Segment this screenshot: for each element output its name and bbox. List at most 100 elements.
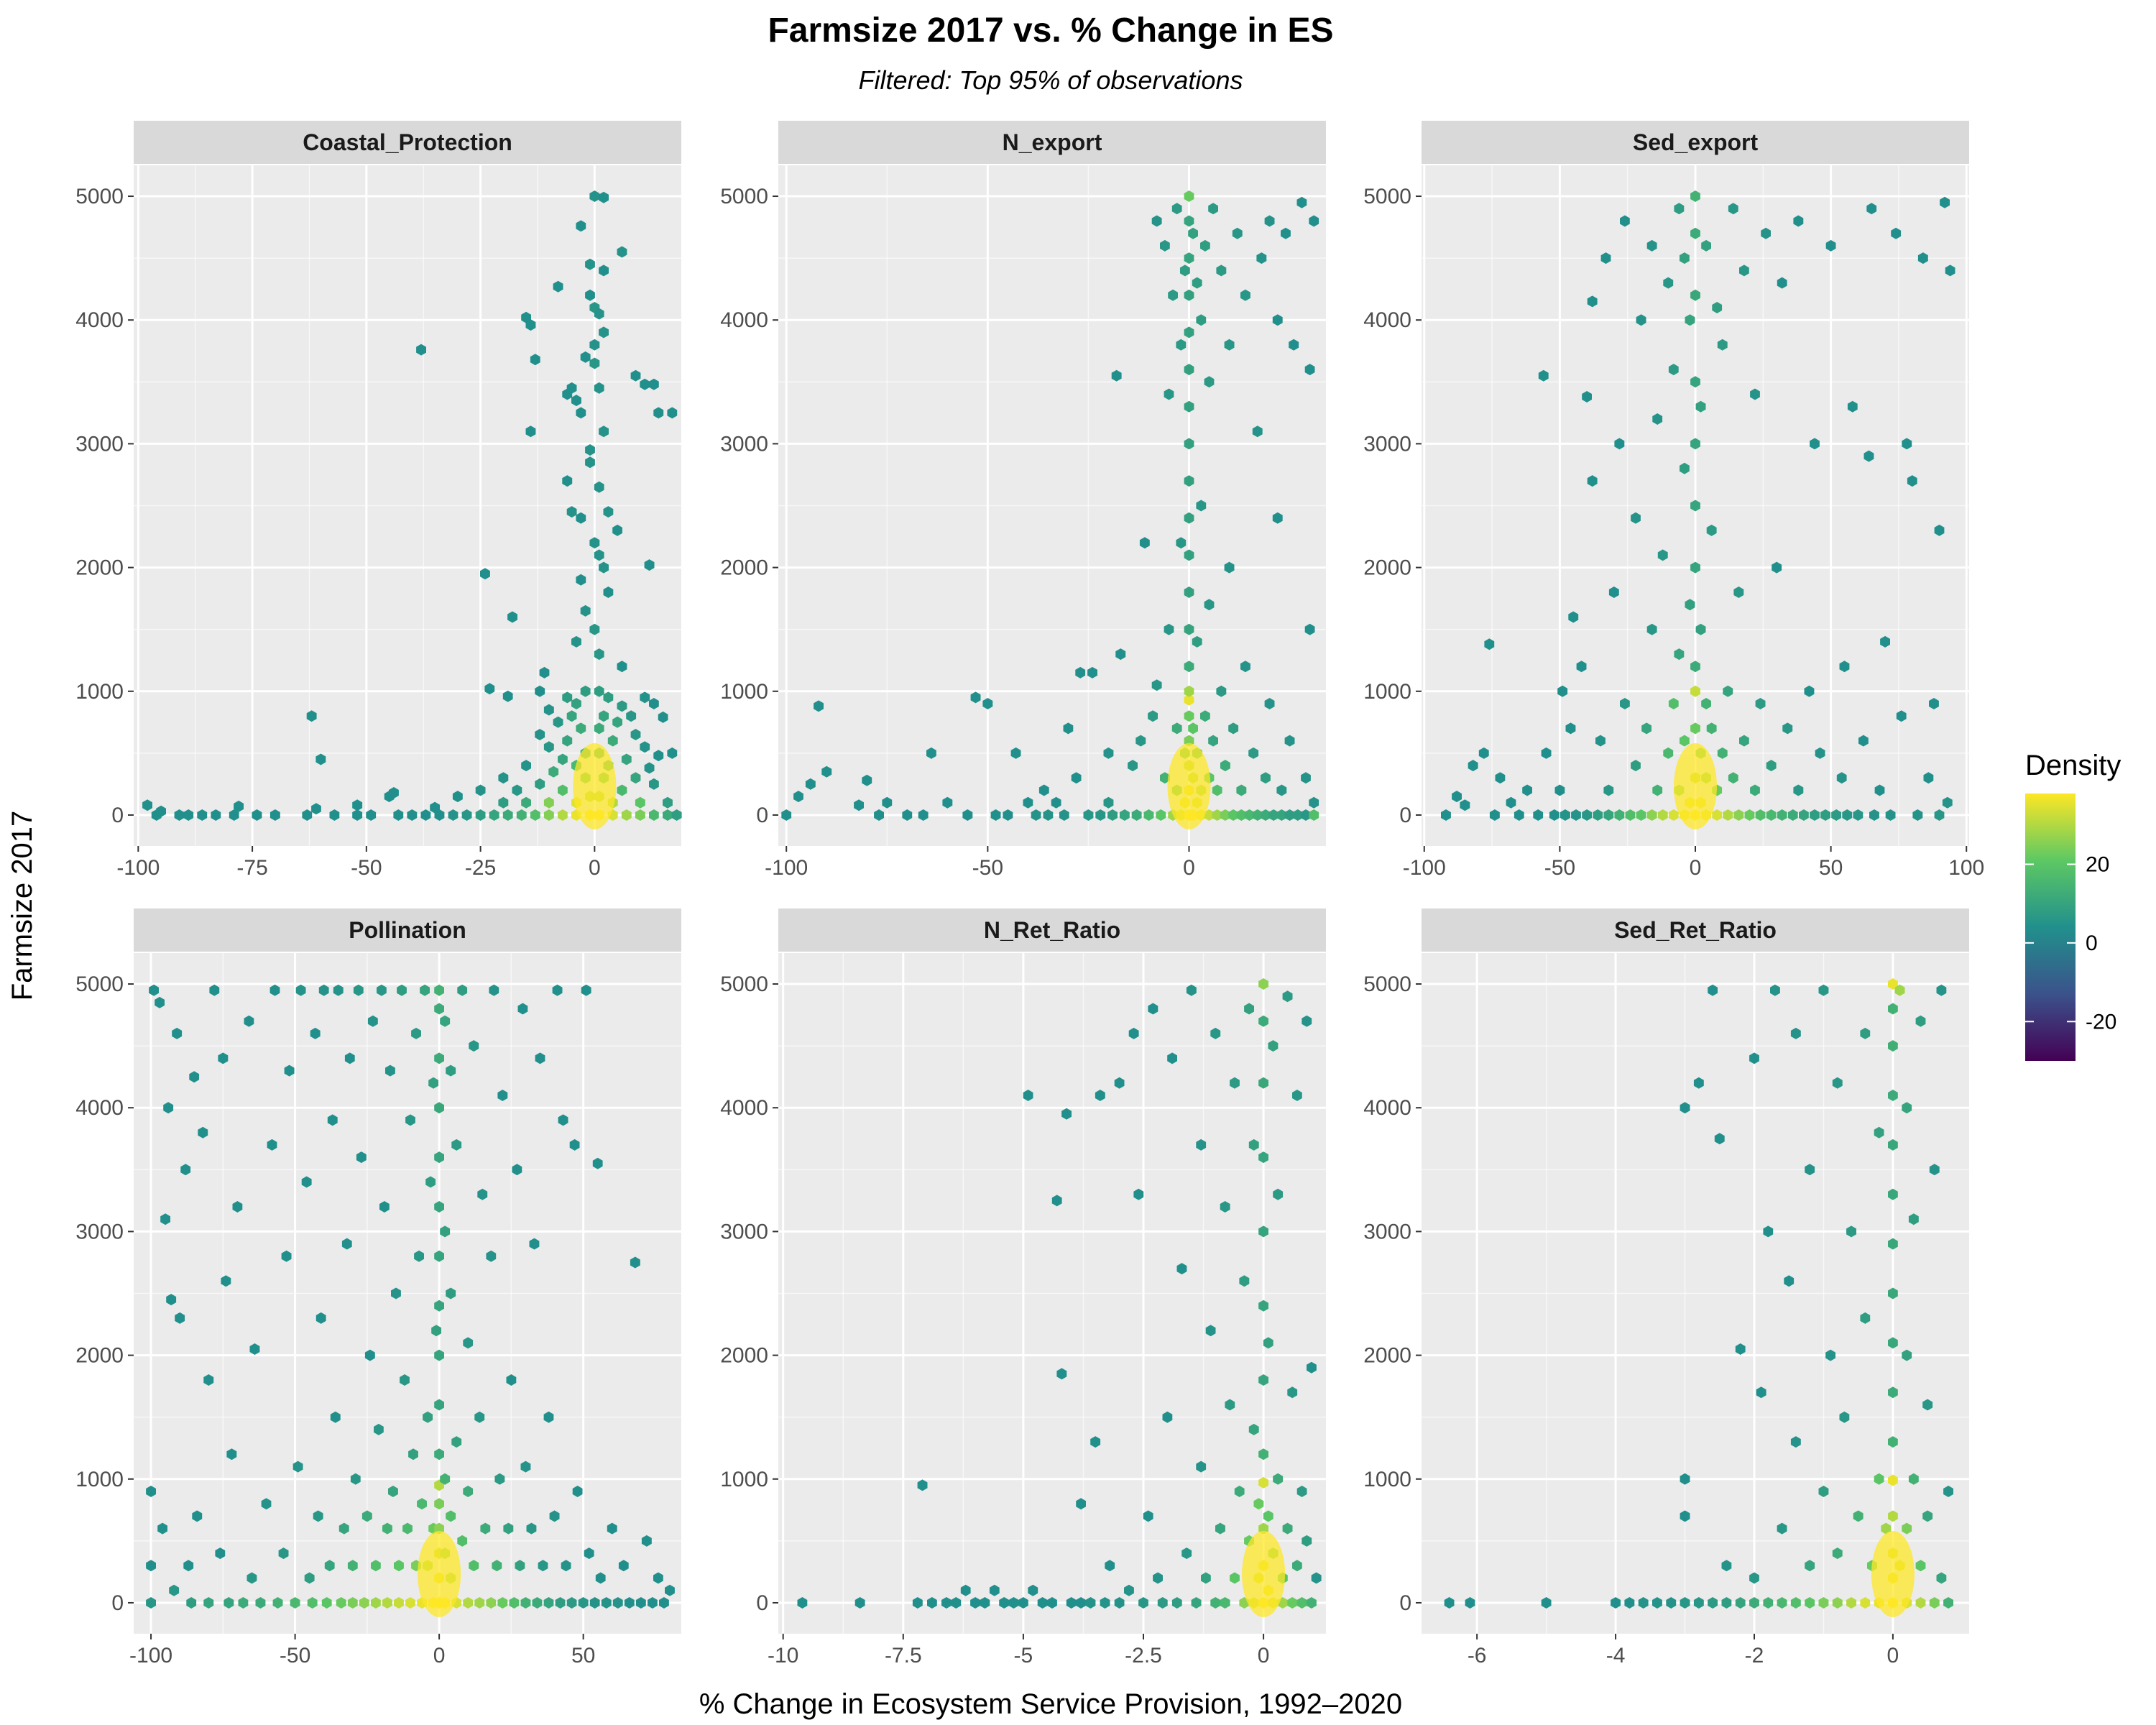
hexbin-cell (1790, 1597, 1801, 1609)
hexbin-cell (146, 1597, 156, 1609)
hexbin-cell (475, 809, 486, 821)
hexbin-cell (1881, 1522, 1892, 1535)
hexbin-cell (321, 1597, 332, 1609)
hexbin-cell (1301, 809, 1311, 821)
hexbin-cell (594, 685, 604, 697)
hexbin-cell (1085, 1597, 1096, 1609)
hexbin-cell (169, 1584, 180, 1596)
hexbin-cell (538, 1560, 548, 1572)
hexbin-cell (1922, 1510, 1933, 1522)
hexbin-cell (649, 378, 659, 390)
hexbin-cell (347, 1560, 358, 1572)
hexbin-cell (821, 765, 832, 778)
hexbin-cell (270, 809, 280, 821)
hexbin-cell (1846, 1597, 1856, 1609)
hexbin-cell (1693, 1077, 1704, 1089)
hexbin-cell (1839, 661, 1850, 673)
hexbin-cell (612, 524, 622, 536)
hexbin-cell (1160, 772, 1170, 784)
hexbin-cell (180, 1164, 191, 1176)
hexbin-cell (1782, 722, 1793, 735)
hexbin-cell (641, 1535, 652, 1547)
hexbin-cell (989, 1584, 1000, 1596)
hexbin-cell (1695, 400, 1706, 413)
hexbin-cell (1652, 1597, 1662, 1609)
hexbin-cell (1095, 1090, 1105, 1101)
hexbin-cell (1587, 475, 1598, 487)
hexbin-cell (1164, 623, 1174, 635)
hexbin-cell (1164, 388, 1174, 400)
hexbin-cell (1287, 1597, 1298, 1609)
hexbin-cell (566, 506, 577, 518)
hexbin-cell (1636, 314, 1646, 326)
hexbin-cell (1818, 984, 1829, 996)
hexbin-cell (607, 735, 618, 747)
facet-strip-label: Pollination (349, 917, 466, 943)
hexbin-cell (352, 809, 363, 821)
hexbin-cell (526, 1522, 537, 1535)
hexbin-cell (1059, 809, 1069, 821)
hexbin-cell (1184, 190, 1194, 202)
hexbin-cell (1735, 1343, 1746, 1355)
hexbin-cell (1663, 747, 1674, 759)
hexbin-cell (175, 1312, 185, 1324)
hexbin-cell (249, 1343, 260, 1355)
hexbin-cell (1204, 599, 1215, 611)
hexbin-cell (469, 1040, 479, 1052)
hexbin-cell (1224, 339, 1235, 351)
hexbin-cell (982, 698, 993, 709)
hexbin-cell (1600, 252, 1611, 264)
hexbin-cell (1668, 809, 1679, 821)
hexbin-cell (1701, 698, 1711, 709)
hexbin-cell (313, 1510, 323, 1522)
facet-sed-ret-ratio: Sed_Ret_Ratio 0 1000 2000 3000 4000 5000 -6 -4 -2… (1363, 908, 1969, 1668)
hexbin-cell (497, 1597, 508, 1609)
hexbin-cell (648, 1597, 658, 1609)
hexbin-cell (1138, 1597, 1148, 1609)
hexbin-cell (667, 747, 678, 759)
hexbin-cell (1184, 710, 1194, 722)
hexbin-cell (1180, 264, 1190, 277)
hexbin-cell (561, 1560, 571, 1572)
hexbin-cell (1167, 1052, 1177, 1064)
hexbin-cell (653, 1572, 663, 1584)
hexbin-cell (1723, 809, 1733, 821)
hexbin-cell (630, 772, 641, 784)
hexbin-cell (630, 729, 641, 740)
hexbin-cell (1304, 623, 1315, 635)
hexbin-cell (1902, 1522, 1912, 1535)
hexbin-cell (1139, 537, 1150, 549)
x-axis-title: % Change in Ecosystem Service Provision,… (699, 1688, 1402, 1720)
hexbin-cell (1114, 1077, 1125, 1089)
hexbin-cell (327, 1114, 338, 1126)
hexbin-cell (1111, 369, 1122, 382)
hexbin-cell (1839, 1411, 1850, 1423)
hexbin-layer (797, 978, 1322, 1617)
hexbin-cell (571, 395, 581, 407)
hexbin-cell (594, 308, 604, 320)
hexbin-cell (1595, 735, 1606, 747)
hexbin-cell (1690, 227, 1700, 239)
hexbin-cell (1043, 809, 1054, 821)
hexbin-cell (1708, 1597, 1718, 1609)
hexbin-cell (521, 796, 531, 809)
hexbin-cell (665, 1584, 675, 1596)
hexbin-cell (1749, 1052, 1759, 1064)
y-tick-label: 4000 (720, 308, 768, 332)
hexbin-cell (1538, 369, 1549, 382)
hexbin-cell (192, 1510, 203, 1522)
hexbin-cell (157, 1522, 167, 1535)
hexbin-cell (1772, 561, 1782, 574)
hexbin-cell (558, 753, 568, 765)
hexbin-cell (463, 1337, 474, 1349)
hexbin-cell (569, 1138, 580, 1151)
hexbin-cell (1460, 799, 1470, 811)
hexbin-cell (215, 1547, 226, 1560)
hexbin-cell (1790, 1436, 1801, 1448)
hexbin-cell (333, 984, 344, 996)
hexbin-cell (618, 1560, 629, 1572)
hexbin-cell (797, 1597, 808, 1609)
hexbin-cell (671, 809, 682, 821)
hexbin-cell (1680, 735, 1690, 747)
hexbin-cell (814, 700, 824, 712)
